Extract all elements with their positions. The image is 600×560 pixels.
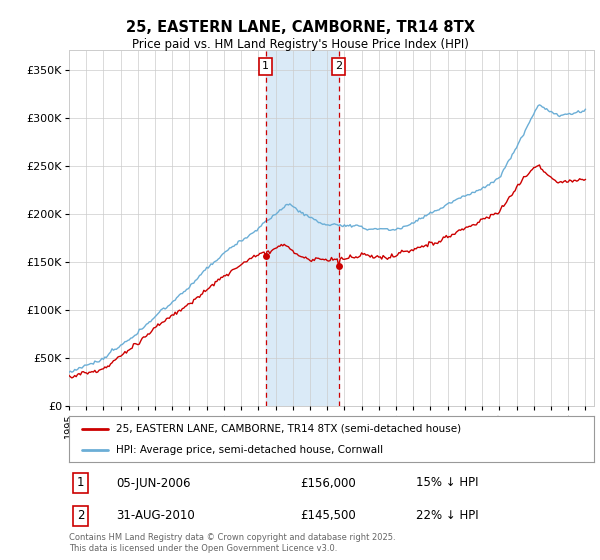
Text: £145,500: £145,500 — [300, 509, 356, 522]
Text: 2: 2 — [77, 509, 85, 522]
Text: 2: 2 — [335, 62, 342, 72]
Text: 25, EASTERN LANE, CAMBORNE, TR14 8TX: 25, EASTERN LANE, CAMBORNE, TR14 8TX — [125, 20, 475, 35]
Text: 25, EASTERN LANE, CAMBORNE, TR14 8TX (semi-detached house): 25, EASTERN LANE, CAMBORNE, TR14 8TX (se… — [116, 423, 461, 433]
Text: 22% ↓ HPI: 22% ↓ HPI — [415, 509, 478, 522]
Text: £156,000: £156,000 — [300, 477, 356, 489]
Text: HPI: Average price, semi-detached house, Cornwall: HPI: Average price, semi-detached house,… — [116, 445, 383, 455]
Text: Price paid vs. HM Land Registry's House Price Index (HPI): Price paid vs. HM Land Registry's House … — [131, 38, 469, 50]
Text: 1: 1 — [262, 62, 269, 72]
Text: 31-AUG-2010: 31-AUG-2010 — [116, 509, 195, 522]
Text: 05-JUN-2006: 05-JUN-2006 — [116, 477, 191, 489]
Text: Contains HM Land Registry data © Crown copyright and database right 2025.
This d: Contains HM Land Registry data © Crown c… — [69, 533, 395, 553]
Text: 1: 1 — [77, 477, 85, 489]
Bar — [266, 50, 339, 406]
Text: 15% ↓ HPI: 15% ↓ HPI — [415, 477, 478, 489]
